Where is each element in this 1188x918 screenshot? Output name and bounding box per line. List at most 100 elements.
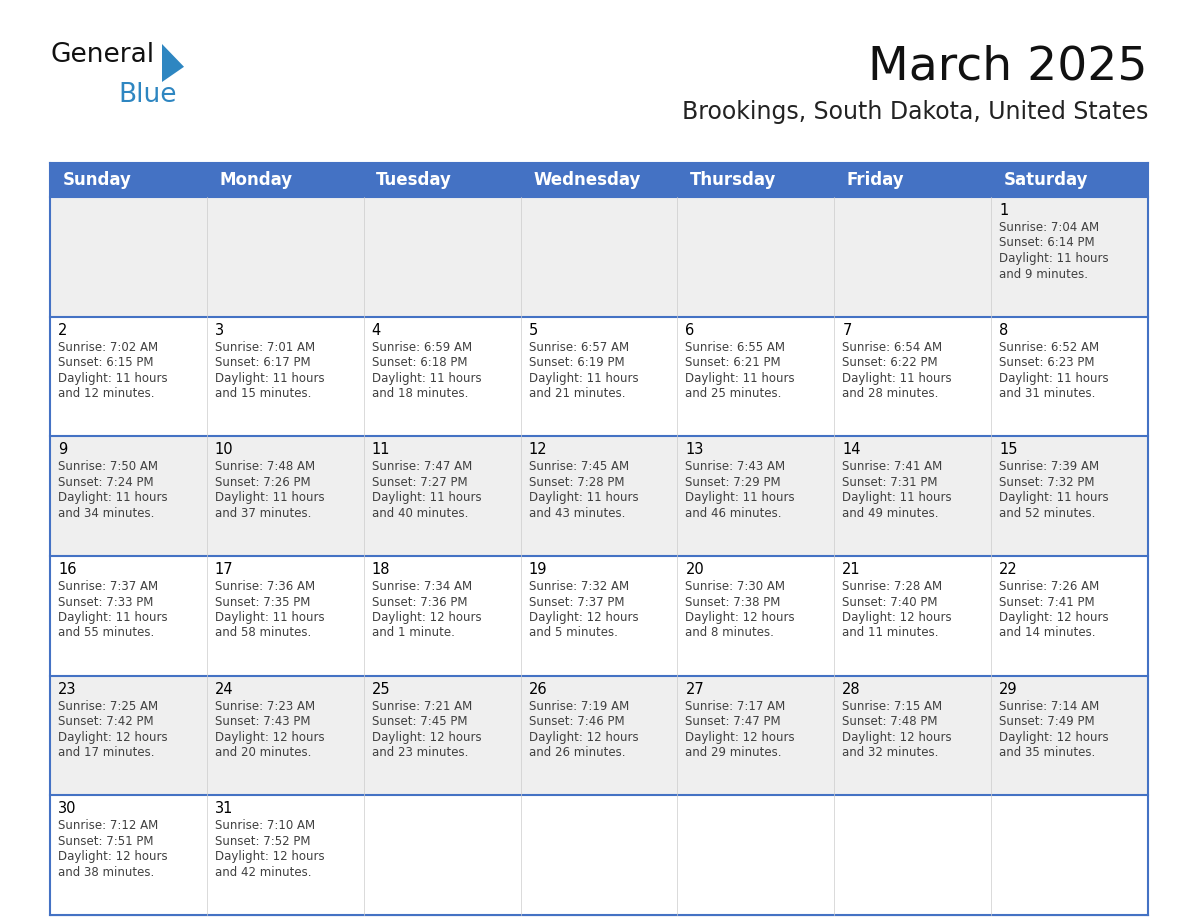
Bar [50, 436, 207, 556]
Text: Sunrise: 7:12 AM: Sunrise: 7:12 AM [58, 820, 158, 833]
Text: Sunset: 6:18 PM: Sunset: 6:18 PM [372, 356, 467, 369]
Text: Daylight: 11 hours: Daylight: 11 hours [215, 611, 324, 624]
Text: Daylight: 11 hours: Daylight: 11 hours [685, 491, 795, 504]
Bar [520, 197, 677, 317]
Text: and 5 minutes.: and 5 minutes. [529, 626, 618, 640]
Text: Tuesday: Tuesday [377, 171, 453, 189]
Bar [50, 163, 1148, 197]
Bar [364, 795, 520, 915]
Bar [677, 436, 834, 556]
Bar [677, 676, 834, 795]
Text: Sunrise: 7:32 AM: Sunrise: 7:32 AM [529, 580, 628, 593]
Text: Sunrise: 7:45 AM: Sunrise: 7:45 AM [529, 460, 628, 474]
Text: and 11 minutes.: and 11 minutes. [842, 626, 939, 640]
Text: Daylight: 12 hours: Daylight: 12 hours [372, 731, 481, 744]
Text: Sunset: 6:17 PM: Sunset: 6:17 PM [215, 356, 310, 369]
Text: Sunrise: 6:52 AM: Sunrise: 6:52 AM [999, 341, 1099, 353]
Text: and 20 minutes.: and 20 minutes. [215, 746, 311, 759]
Text: 30: 30 [58, 801, 76, 816]
Text: Monday: Monday [220, 171, 292, 189]
Text: Sunset: 7:49 PM: Sunset: 7:49 PM [999, 715, 1095, 728]
Text: Sunset: 7:31 PM: Sunset: 7:31 PM [842, 476, 937, 488]
Text: Daylight: 11 hours: Daylight: 11 hours [215, 372, 324, 385]
Text: Sunrise: 7:26 AM: Sunrise: 7:26 AM [999, 580, 1099, 593]
Text: Daylight: 11 hours: Daylight: 11 hours [215, 491, 324, 504]
Text: Brookings, South Dakota, United States: Brookings, South Dakota, United States [682, 100, 1148, 124]
Bar [207, 795, 364, 915]
Text: and 52 minutes.: and 52 minutes. [999, 507, 1095, 520]
Text: Daylight: 11 hours: Daylight: 11 hours [58, 611, 168, 624]
Text: 29: 29 [999, 682, 1018, 697]
Text: 11: 11 [372, 442, 390, 457]
Bar [991, 317, 1148, 436]
Bar [834, 676, 991, 795]
Bar [207, 436, 364, 556]
Bar [50, 556, 207, 676]
Text: Sunset: 6:22 PM: Sunset: 6:22 PM [842, 356, 937, 369]
Bar [364, 676, 520, 795]
Text: Daylight: 12 hours: Daylight: 12 hours [529, 611, 638, 624]
Text: and 14 minutes.: and 14 minutes. [999, 626, 1095, 640]
Bar [520, 556, 677, 676]
Text: Sunrise: 6:55 AM: Sunrise: 6:55 AM [685, 341, 785, 353]
Text: Sunrise: 7:30 AM: Sunrise: 7:30 AM [685, 580, 785, 593]
Text: Friday: Friday [847, 171, 904, 189]
Text: Daylight: 12 hours: Daylight: 12 hours [58, 731, 168, 744]
Text: and 9 minutes.: and 9 minutes. [999, 267, 1088, 281]
Text: Sunset: 7:32 PM: Sunset: 7:32 PM [999, 476, 1094, 488]
Bar [207, 676, 364, 795]
Bar [50, 676, 207, 795]
Bar [677, 556, 834, 676]
Text: 24: 24 [215, 682, 234, 697]
Text: General: General [50, 42, 154, 68]
Text: Sunset: 7:48 PM: Sunset: 7:48 PM [842, 715, 937, 728]
Text: and 35 minutes.: and 35 minutes. [999, 746, 1095, 759]
Text: 23: 23 [58, 682, 76, 697]
Text: 14: 14 [842, 442, 861, 457]
Text: Daylight: 11 hours: Daylight: 11 hours [842, 372, 952, 385]
Text: Daylight: 11 hours: Daylight: 11 hours [685, 372, 795, 385]
Text: Daylight: 12 hours: Daylight: 12 hours [842, 731, 952, 744]
Bar [50, 795, 207, 915]
Text: Sunrise: 7:25 AM: Sunrise: 7:25 AM [58, 700, 158, 712]
Text: Daylight: 12 hours: Daylight: 12 hours [215, 850, 324, 863]
Bar [834, 197, 991, 317]
Bar [520, 676, 677, 795]
Text: Sunrise: 7:37 AM: Sunrise: 7:37 AM [58, 580, 158, 593]
Bar [834, 556, 991, 676]
Text: 19: 19 [529, 562, 546, 577]
Text: and 46 minutes.: and 46 minutes. [685, 507, 782, 520]
Text: and 34 minutes.: and 34 minutes. [58, 507, 154, 520]
Bar [834, 795, 991, 915]
Text: and 26 minutes.: and 26 minutes. [529, 746, 625, 759]
Text: Sunrise: 7:43 AM: Sunrise: 7:43 AM [685, 460, 785, 474]
Text: Sunrise: 7:21 AM: Sunrise: 7:21 AM [372, 700, 472, 712]
Text: Daylight: 11 hours: Daylight: 11 hours [529, 372, 638, 385]
Text: 4: 4 [372, 322, 381, 338]
Bar [834, 317, 991, 436]
Text: 3: 3 [215, 322, 225, 338]
Text: Sunset: 7:42 PM: Sunset: 7:42 PM [58, 715, 153, 728]
Text: Sunset: 7:27 PM: Sunset: 7:27 PM [372, 476, 467, 488]
Text: Wednesday: Wednesday [533, 171, 640, 189]
Text: Saturday: Saturday [1004, 171, 1088, 189]
Bar [364, 436, 520, 556]
Text: and 40 minutes.: and 40 minutes. [372, 507, 468, 520]
Text: 8: 8 [999, 322, 1009, 338]
Text: 12: 12 [529, 442, 548, 457]
Text: 5: 5 [529, 322, 538, 338]
Text: Sunday: Sunday [63, 171, 132, 189]
Bar [207, 317, 364, 436]
Text: and 29 minutes.: and 29 minutes. [685, 746, 782, 759]
Text: and 23 minutes.: and 23 minutes. [372, 746, 468, 759]
Text: Sunset: 7:41 PM: Sunset: 7:41 PM [999, 596, 1095, 609]
Bar [50, 197, 207, 317]
Text: Sunset: 7:33 PM: Sunset: 7:33 PM [58, 596, 153, 609]
Text: Sunrise: 7:04 AM: Sunrise: 7:04 AM [999, 221, 1099, 234]
Text: Sunrise: 6:59 AM: Sunrise: 6:59 AM [372, 341, 472, 353]
Text: Sunset: 7:45 PM: Sunset: 7:45 PM [372, 715, 467, 728]
Text: 13: 13 [685, 442, 703, 457]
Text: Sunrise: 7:41 AM: Sunrise: 7:41 AM [842, 460, 942, 474]
Text: Daylight: 12 hours: Daylight: 12 hours [999, 731, 1108, 744]
Text: and 37 minutes.: and 37 minutes. [215, 507, 311, 520]
